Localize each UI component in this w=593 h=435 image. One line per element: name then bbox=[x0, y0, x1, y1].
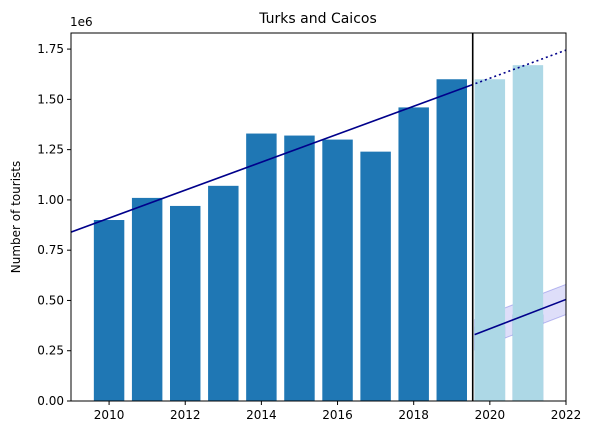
x-tick-label-2016: 2016 bbox=[322, 408, 353, 422]
post-cutoff-trend-line bbox=[474, 298, 566, 336]
chart-title: Turks and Caicos bbox=[258, 11, 377, 27]
plot-frame bbox=[70, 32, 567, 402]
x-tick-label-2014: 2014 bbox=[246, 408, 277, 422]
bar-2011 bbox=[131, 197, 163, 401]
projected-bar-2020 bbox=[474, 79, 506, 401]
bar-2012 bbox=[170, 205, 201, 401]
bar-2010 bbox=[93, 220, 125, 401]
y-tick-label-2: 0.50 bbox=[37, 293, 64, 307]
bar-2015 bbox=[284, 135, 315, 401]
bar-2013 bbox=[208, 185, 239, 401]
projected-bar-2021 bbox=[512, 65, 544, 401]
trend-line bbox=[71, 84, 472, 233]
x-tick-label-2020: 2020 bbox=[475, 408, 506, 422]
x-tick-label-2018: 2018 bbox=[398, 408, 429, 422]
bar-2014 bbox=[246, 133, 277, 401]
bar-2017 bbox=[360, 151, 391, 401]
y-tick-label-6: 1.50 bbox=[37, 92, 64, 106]
bar-2016 bbox=[322, 139, 353, 402]
y-offset-label: 1e6 bbox=[70, 15, 93, 29]
y-tick-label-7: 1.75 bbox=[37, 42, 64, 56]
y-tick-label-4: 1.00 bbox=[37, 193, 64, 207]
y-tick-label-0: 0.00 bbox=[37, 394, 64, 408]
y-tick-label-3: 0.75 bbox=[37, 243, 64, 257]
bar-2019 bbox=[436, 79, 467, 401]
y-tick-label-1: 0.25 bbox=[37, 344, 64, 358]
y-tick-label-5: 1.25 bbox=[37, 143, 64, 157]
x-tick-label-2022: 2022 bbox=[551, 408, 582, 422]
trend-extension-line bbox=[470, 49, 566, 87]
x-tick-label-2010: 2010 bbox=[94, 408, 125, 422]
bar-2018 bbox=[398, 107, 429, 402]
y-axis-label: Number of tourists bbox=[9, 161, 23, 274]
x-tick-label-2012: 2012 bbox=[170, 408, 201, 422]
